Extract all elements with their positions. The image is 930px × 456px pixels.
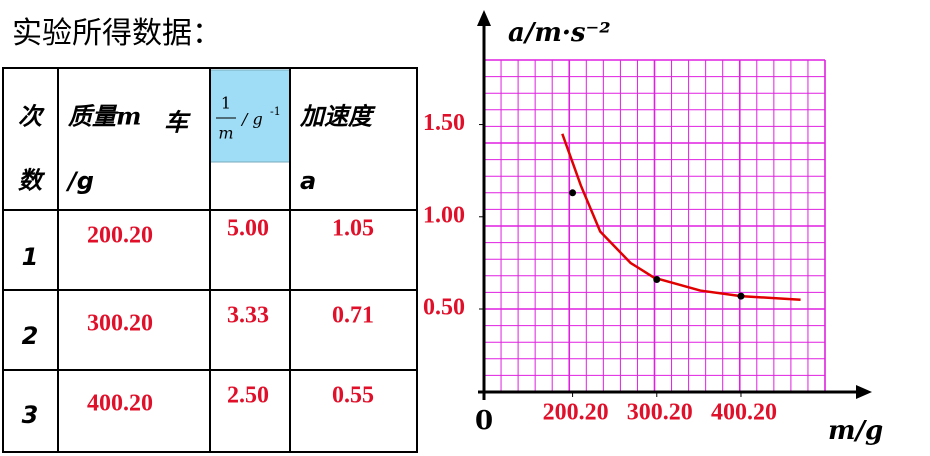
unit: / g (240, 110, 263, 129)
slide-title: 实验所得数据： (12, 16, 222, 51)
fraction-num: 1 (221, 94, 231, 113)
origin-label: 0 (475, 406, 493, 436)
header-text: 车 (164, 108, 191, 137)
header-text: 加速度 (299, 102, 376, 131)
cell-value: 0.71 (332, 303, 374, 329)
cell-value: 300.20 (87, 311, 153, 337)
cell-value: 0.55 (332, 383, 374, 409)
data-point (737, 292, 745, 300)
x-tick-label: 400.20 (711, 400, 777, 426)
y-axis-arrow (477, 10, 491, 26)
header-text: a (300, 167, 316, 195)
x-tick-label: 300.20 (627, 400, 693, 426)
x-tick-label: 200.20 (543, 400, 609, 426)
cell-value: 5.00 (227, 216, 269, 242)
header-text: 数 (18, 166, 46, 195)
cell-value: 3.33 (227, 303, 269, 329)
header-text: 次 (18, 102, 45, 131)
cell-value: 2.50 (227, 383, 269, 409)
y-tick-label: 1.00 (423, 202, 465, 228)
table-grid (2, 67, 418, 453)
chart: a/m·s⁻² m/g 0 200.20 300.20 400.20 0.50 1.00 1.5… (423, 10, 883, 446)
header-highlight (209, 69, 291, 163)
row-index: 3 (22, 401, 39, 429)
x-axis-arrow (856, 385, 872, 399)
cell-value: 400.20 (87, 391, 153, 417)
unit-exp: -1 (270, 105, 281, 118)
header-text: /g (65, 167, 94, 195)
row-index: 1 (22, 243, 39, 271)
data-point (653, 275, 661, 283)
header-text: 质量m (67, 102, 141, 131)
row-index: 2 (22, 322, 39, 350)
fit-curve (561, 133, 801, 302)
x-axis-title: m/g (828, 416, 883, 446)
y-tick-label: 1.50 (423, 110, 465, 136)
y-axis-title: a/m·s⁻² (508, 18, 611, 48)
y-tick-label: 0.50 (423, 295, 465, 321)
cell-value: 1.05 (332, 216, 374, 242)
cell-value: 200.20 (87, 223, 153, 249)
data-point (569, 189, 577, 197)
fraction-den: m (218, 124, 233, 143)
